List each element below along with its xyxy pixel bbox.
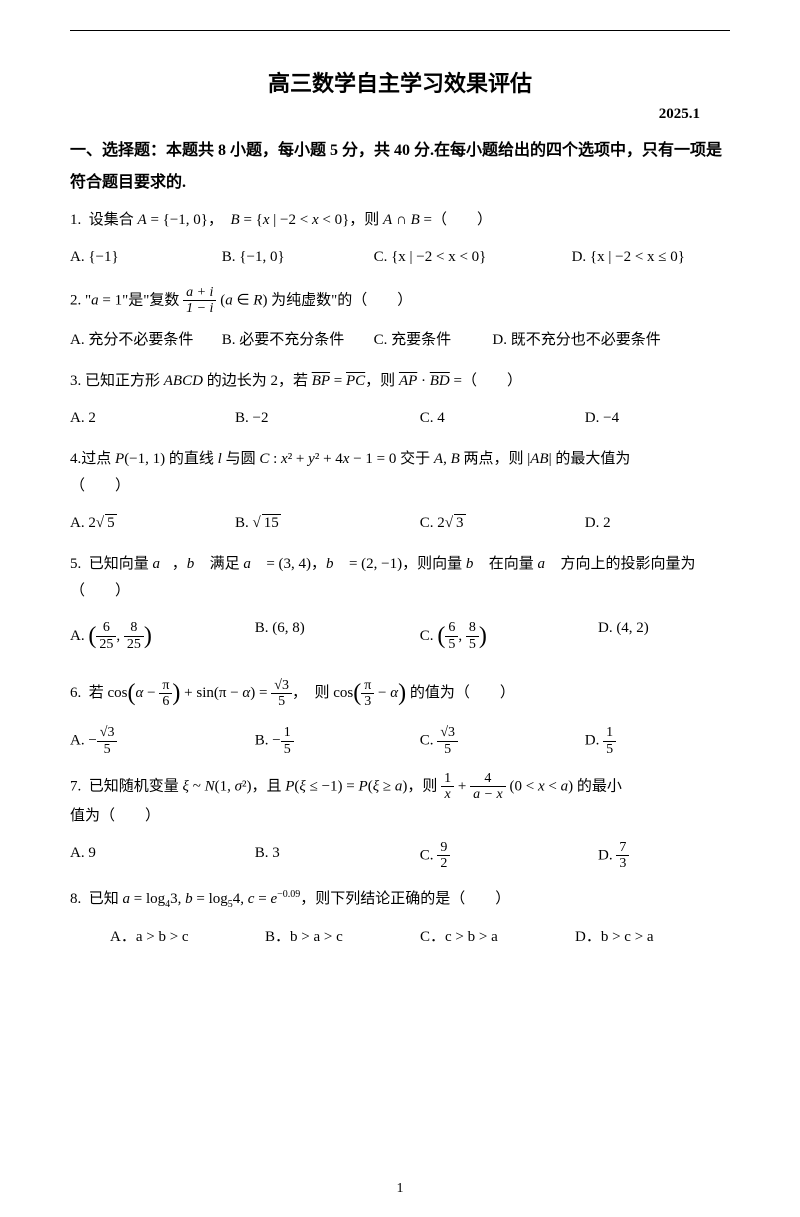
q6-D: D. 15 xyxy=(585,725,750,757)
q8-text: 8. 已知 a = log43, b = log54, c = e−0.09，则… xyxy=(70,886,730,914)
q7-A: A. 9 xyxy=(70,840,255,872)
q8-D: D．b > c > a xyxy=(575,924,730,951)
q3-B: B. −2 xyxy=(235,405,420,432)
q1-D: D. {x | −2 < x ≤ 0} xyxy=(572,244,730,271)
q2-frac: a + i 1 − i xyxy=(183,285,216,317)
q3-A: A. 2 xyxy=(70,405,235,432)
q4-A: A. 25 xyxy=(70,510,235,537)
q2-B: B. 必要不充分条件 xyxy=(222,327,374,354)
q1-text: 1. 设集合 A = {−1, 0}， B = {x | −2 < x < 0}… xyxy=(70,207,730,234)
q7-C: C. 92 xyxy=(420,840,598,872)
q6-C: C. √35 xyxy=(420,725,585,757)
q4-C: C. 23 xyxy=(420,510,585,537)
q4-B: B. 15 xyxy=(235,510,420,537)
q1-B: B. {−1, 0} xyxy=(222,244,374,271)
q7-options: A. 9 B. 3 C. 92 D. 73 xyxy=(70,840,730,872)
q6-B: B. −15 xyxy=(255,725,420,757)
q7-text: 7. 已知随机变量 ξ ~ N(1, σ²)，且 P(ξ ≤ −1) = P(ξ… xyxy=(70,771,730,830)
section-header: 一、选择题：本题共 8 小题，每小题 5 分，共 40 分.在每小题给出的四个选… xyxy=(70,135,730,199)
q6-options: A. −√35 B. −15 C. √35 D. 15 xyxy=(70,725,730,757)
q2-prefix: 2. "a = 1"是"复数 xyxy=(70,292,183,308)
q4-D: D. 2 xyxy=(585,510,750,537)
q6-A: A. −√35 xyxy=(70,725,255,757)
q8-A: A．a > b > c xyxy=(110,924,265,951)
page-date: 2025.1 xyxy=(70,106,730,123)
q5-options: A. (625, 825) B. (6, 8) C. (65, 85) D. (… xyxy=(70,615,730,658)
q2-text: 2. "a = 1"是"复数 a + i 1 − i (a ∈ R) 为纯虚数"… xyxy=(70,285,730,317)
q5-text: 5. 已知向量 a⃗，b⃗ 满足 a⃗ = (3, 4)，b⃗ = (2, −1… xyxy=(70,551,730,605)
q2-A: A. 充分不必要条件 xyxy=(70,327,222,354)
q8-options: A．a > b > c B．b > a > c C．c > b > a D．b … xyxy=(70,924,730,951)
q5-B: B. (6, 8) xyxy=(255,615,420,658)
q3-text: 3. 已知正方形 ABCD 的边长为 2，若 BP = PC，则 AP · BD… xyxy=(70,368,730,395)
q6-text: 6. 若 cos(α − π6) + sin(π − α) = √35， 则 c… xyxy=(70,672,730,715)
q1-A: A. {−1} xyxy=(70,244,222,271)
q1-options: A. {−1} B. {−1, 0} C. {x | −2 < x < 0} D… xyxy=(70,244,730,271)
header-rule xyxy=(70,30,730,31)
page-number: 1 xyxy=(0,1181,800,1197)
q3-C: C. 4 xyxy=(420,405,585,432)
q5-D: D. (4, 2) xyxy=(598,615,763,658)
q2-D: D. 既不充分也不必要条件 xyxy=(492,327,730,354)
q2-options: A. 充分不必要条件 B. 必要不充分条件 C. 充要条件 D. 既不充分也不必… xyxy=(70,327,730,354)
q5-A: A. (625, 825) xyxy=(70,615,255,658)
q2-C: C. 充要条件 xyxy=(374,327,493,354)
q8-B: B．b > a > c xyxy=(265,924,420,951)
q4-text: 4.过点 P(−1, 1) 的直线 l 与圆 C : x² + y² + 4x … xyxy=(70,446,730,500)
q7-B: B. 3 xyxy=(255,840,420,872)
q5-C: C. (65, 85) xyxy=(420,615,598,658)
q7-line2: 值为（ ） xyxy=(70,808,160,824)
q3-options: A. 2 B. −2 C. 4 D. −4 xyxy=(70,405,730,432)
q3-D: D. −4 xyxy=(585,405,750,432)
q1-C: C. {x | −2 < x < 0} xyxy=(374,244,572,271)
page-title: 高三数学自主学习效果评估 xyxy=(70,66,730,98)
q4-options: A. 25 B. 15 C. 23 D. 2 xyxy=(70,510,730,537)
q2-suffix: (a ∈ R) 为纯虚数"的（ ） xyxy=(220,292,412,308)
q7-D: D. 73 xyxy=(598,840,763,872)
q8-C: C．c > b > a xyxy=(420,924,575,951)
